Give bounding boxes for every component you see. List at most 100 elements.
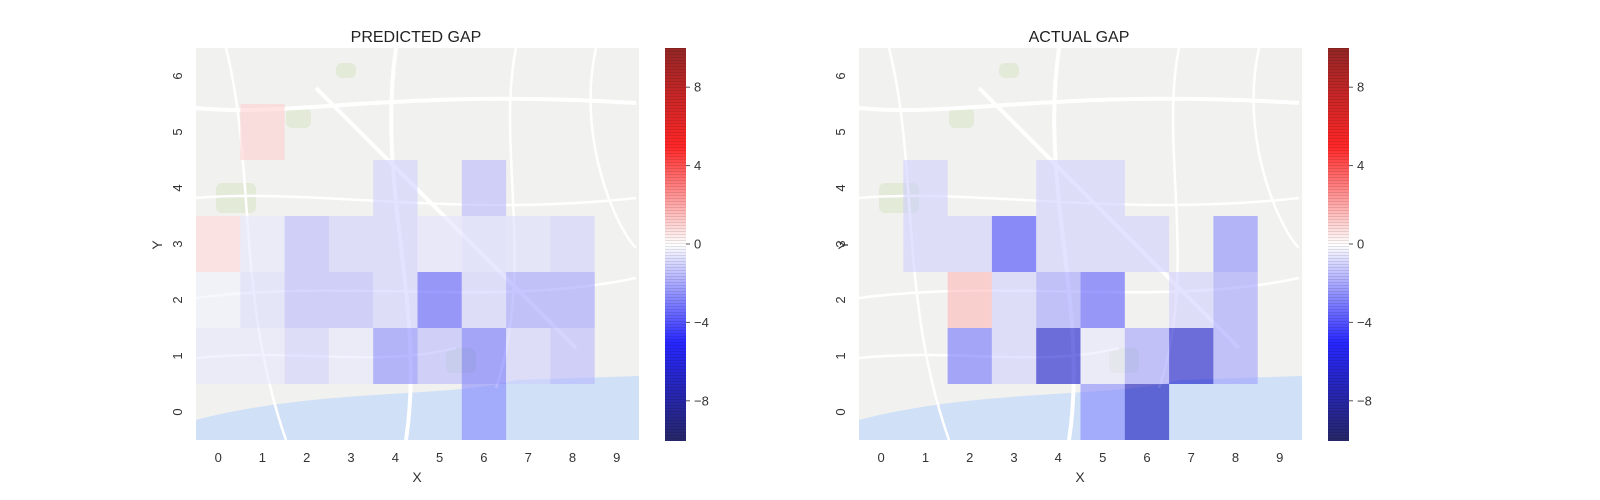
colorbar-tick-label: 0 — [1357, 237, 1364, 252]
y-tick-label: 4 — [833, 184, 848, 191]
heatmap-cell — [240, 328, 285, 384]
heatmap-cell — [373, 160, 418, 216]
map-river — [196, 376, 639, 440]
colorbar-tick-label: −8 — [1357, 393, 1372, 408]
y-tick-label: 0 — [170, 408, 185, 415]
heatmap-cell — [1080, 216, 1125, 272]
x-tick-label: 9 — [613, 450, 620, 465]
colorbar-ticks: 8 4 0 −4 −8 — [1349, 80, 1372, 408]
y-tick-label: 6 — [833, 72, 848, 79]
x-tick-label: 2 — [966, 450, 973, 465]
y-tick-label: 5 — [170, 128, 185, 135]
y-tick-labels: 0 1 2 3 4 5 6 — [833, 72, 848, 415]
heatmap-cell — [1080, 328, 1125, 384]
x-tick-label: 6 — [480, 450, 487, 465]
heatmap-cell — [284, 272, 329, 328]
heatmap-cell — [550, 272, 595, 328]
map-park — [336, 63, 356, 78]
heatmap-cell — [328, 272, 374, 328]
x-tick-label: 1 — [259, 450, 266, 465]
y-tick-labels: 0 1 2 3 4 5 6 — [170, 72, 185, 415]
map-road — [589, 47, 637, 249]
heatmap-cell — [284, 216, 329, 272]
heatmap-cell — [1213, 328, 1258, 384]
heatmap-cell — [1124, 384, 1170, 440]
colorbar-tick-label: 0 — [694, 237, 701, 252]
y-axis-label: Y — [149, 240, 165, 250]
y-tick-label: 3 — [833, 240, 848, 247]
heatmap-cell — [417, 272, 462, 328]
x-tick-label: 5 — [436, 450, 443, 465]
heatmap-cell — [461, 384, 507, 440]
x-tick-labels: 0 1 2 3 4 5 6 7 8 9 — [215, 450, 621, 465]
map-road — [1252, 47, 1300, 249]
heatmap-cell — [240, 104, 285, 160]
heatmap-cell — [991, 328, 1037, 384]
x-tick-label: 6 — [1143, 450, 1150, 465]
heatmap-cell — [328, 328, 374, 384]
heatmap-cell — [506, 328, 551, 384]
heatmap-cell — [196, 328, 241, 384]
heatmap-cell — [373, 328, 418, 384]
x-axis-label: X — [412, 469, 422, 485]
colorbar: 8 4 0 −4 −8 — [1328, 48, 1372, 441]
heatmap-cell — [506, 272, 551, 328]
heatmap-cell — [417, 216, 462, 272]
heatmap-cell — [1036, 272, 1081, 328]
colorbar-lines — [1328, 48, 1349, 441]
heatmap-cell — [196, 272, 241, 328]
x-tick-label: 3 — [347, 450, 354, 465]
heatmap-cell — [947, 328, 992, 384]
y-tick-label: 5 — [833, 128, 848, 135]
colorbar-ticks: 8 4 0 −4 −8 — [686, 80, 709, 408]
heatmap-cell — [373, 216, 418, 272]
x-tick-label: 8 — [569, 450, 576, 465]
heatmap-cell — [461, 328, 507, 384]
x-tick-label: 4 — [392, 450, 399, 465]
heatmap-cell — [461, 216, 507, 272]
y-tick-label: 1 — [833, 352, 848, 359]
heatmap-cell — [284, 328, 329, 384]
map-park — [949, 108, 974, 128]
y-tick-label: 0 — [833, 408, 848, 415]
y-tick-label: 4 — [170, 184, 185, 191]
heatmap-cell — [903, 160, 948, 216]
y-tick-label: 2 — [170, 296, 185, 303]
heatmap-cell — [991, 216, 1037, 272]
colorbar-tick-label: 8 — [1357, 80, 1364, 95]
x-tick-label: 1 — [922, 450, 929, 465]
x-tick-label: 2 — [303, 450, 310, 465]
x-tick-label: 7 — [1188, 450, 1195, 465]
x-tick-label: 0 — [877, 450, 884, 465]
heatmap-cell — [1169, 328, 1214, 384]
heatmap-cell — [1080, 160, 1125, 216]
heatmap-cell — [461, 160, 507, 216]
actual-gap-panel: ACTUAL GAP 0 1 2 3 4 5 6 7 8 9 0 1 2 3 4 5 6 X Y 8 4 0 −4 −… — [833, 29, 1372, 485]
heatmap-cell — [373, 272, 418, 328]
heatmap-cell — [947, 272, 992, 328]
heatmap-cell — [991, 272, 1037, 328]
x-tick-label: 3 — [1010, 450, 1017, 465]
colorbar-tick-label: −8 — [694, 393, 709, 408]
y-axis-label: Y — [835, 240, 851, 250]
heatmap-cell — [1036, 328, 1081, 384]
heatmap-cell — [196, 216, 241, 272]
heatmap-cell — [1213, 216, 1258, 272]
x-tick-labels: 0 1 2 3 4 5 6 7 8 9 — [877, 450, 1283, 465]
map-park — [216, 183, 256, 213]
heatmap-cell — [550, 216, 595, 272]
y-tick-label: 2 — [833, 296, 848, 303]
heatmap-cell — [461, 272, 507, 328]
map-park — [286, 108, 311, 128]
chart-title: PREDICTED GAP — [351, 29, 482, 46]
heatmap-cell — [1213, 272, 1258, 328]
y-tick-label: 6 — [170, 72, 185, 79]
heatmap-cell — [506, 216, 551, 272]
colorbar: 8 4 0 −4 −8 — [665, 48, 709, 441]
heatmap-cell — [1036, 216, 1081, 272]
heatmap-cell — [417, 328, 462, 384]
colorbar-tick-label: −4 — [1357, 315, 1372, 330]
x-tick-label: 5 — [1099, 450, 1106, 465]
colorbar-tick-label: 8 — [694, 80, 701, 95]
